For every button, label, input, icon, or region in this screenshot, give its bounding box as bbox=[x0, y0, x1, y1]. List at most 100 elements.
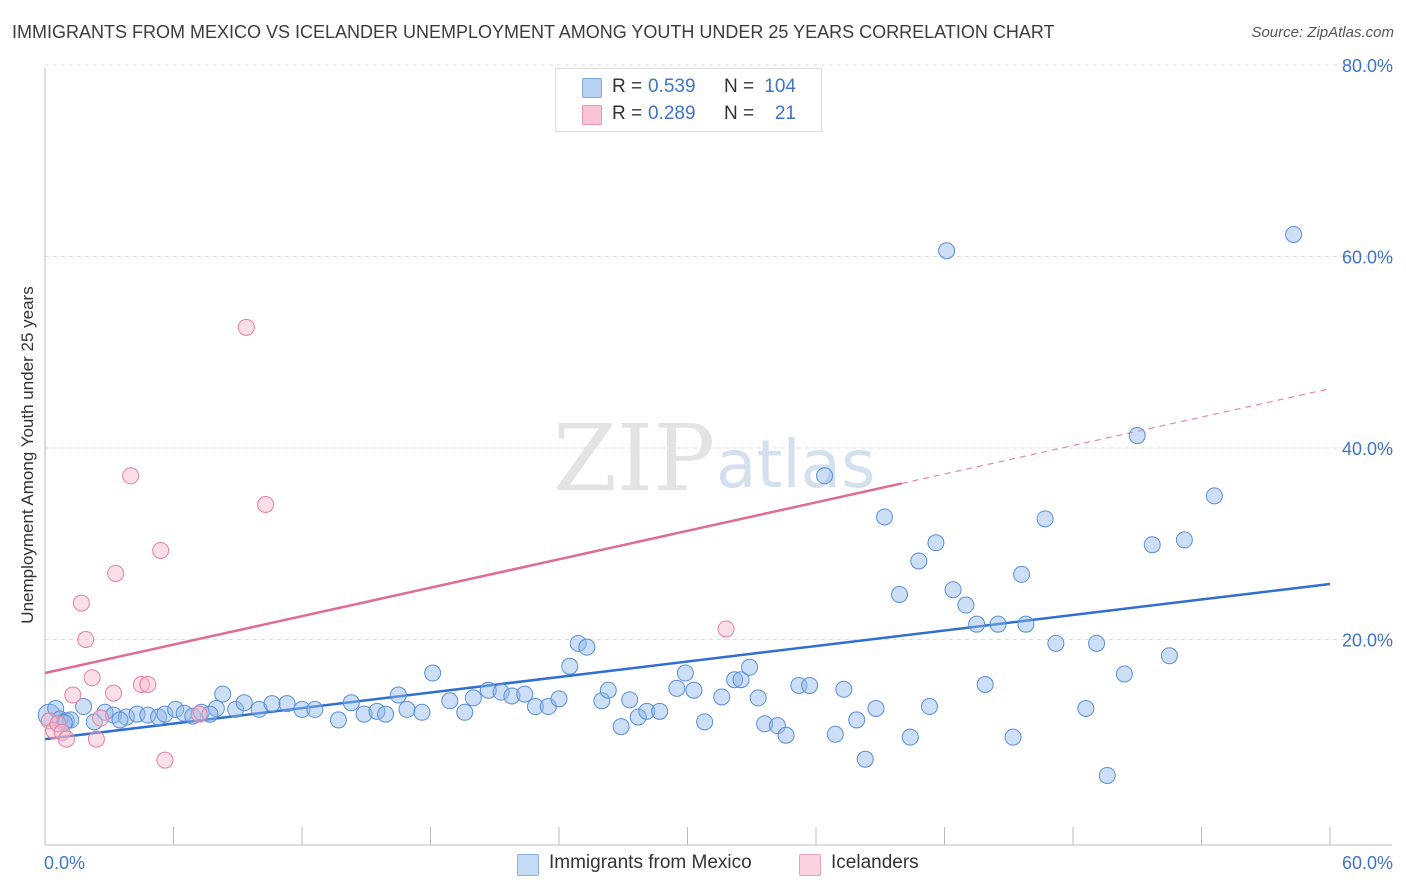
point-mexico bbox=[424, 664, 442, 682]
y-tick-label: 40.0% bbox=[1342, 439, 1393, 459]
point-mexico bbox=[156, 705, 174, 723]
point-mexico bbox=[413, 703, 431, 721]
point-icelanders bbox=[717, 620, 735, 638]
legend-n-value: 21 bbox=[774, 103, 796, 124]
axes bbox=[44, 68, 1392, 846]
point-mexico bbox=[184, 707, 202, 725]
point-mexico bbox=[968, 615, 986, 633]
point-mexico bbox=[938, 242, 956, 260]
point-mexico bbox=[876, 508, 894, 526]
point-mexico bbox=[816, 467, 834, 485]
point-mexico bbox=[651, 702, 669, 720]
point-icelanders bbox=[72, 594, 90, 612]
correlation-legend: R = 0.539 N = 104 R = 0.289 N = 21 bbox=[555, 68, 822, 132]
point-mexico bbox=[835, 680, 853, 698]
trend-line bbox=[44, 582, 1331, 741]
point-mexico bbox=[550, 690, 568, 708]
legend-r-label: R = bbox=[612, 76, 643, 97]
legend-r-value: 0.539 bbox=[648, 76, 696, 97]
point-mexico bbox=[1160, 647, 1178, 665]
point-icelanders bbox=[92, 709, 110, 727]
point-icelanders bbox=[257, 495, 275, 513]
point-icelanders bbox=[122, 467, 140, 485]
point-mexico bbox=[1143, 536, 1161, 554]
trend-lines bbox=[44, 388, 1331, 741]
point-mexico bbox=[612, 718, 630, 736]
watermark: ZIP atlas bbox=[553, 405, 876, 512]
point-mexico bbox=[342, 694, 360, 712]
point-mexico bbox=[1115, 665, 1133, 683]
point-mexico bbox=[111, 711, 129, 729]
point-mexico bbox=[139, 706, 157, 724]
series-swatch-mexico bbox=[517, 854, 539, 876]
point-mexico bbox=[768, 717, 786, 735]
point-mexico bbox=[1077, 699, 1095, 717]
x-tick-label: 0.0% bbox=[44, 853, 85, 873]
point-mexico bbox=[293, 700, 311, 718]
point-mexico bbox=[1098, 766, 1116, 784]
point-mexico bbox=[1205, 487, 1223, 505]
point-mexico bbox=[676, 664, 694, 682]
point-mexico bbox=[1017, 615, 1035, 633]
point-mexico bbox=[1047, 634, 1065, 652]
point-mexico bbox=[944, 581, 962, 599]
source-credit: Source: ZipAtlas.com bbox=[1251, 24, 1394, 41]
point-mexico bbox=[464, 689, 482, 707]
y-tick-label: 80.0% bbox=[1342, 56, 1393, 76]
point-mexico bbox=[1285, 225, 1303, 243]
series-label-mexico: Immigrants from Mexico bbox=[549, 852, 752, 873]
point-mexico bbox=[801, 676, 819, 694]
point-icelanders bbox=[57, 730, 75, 748]
point-mexico bbox=[921, 698, 939, 716]
point-mexico bbox=[749, 689, 767, 707]
point-mexico bbox=[441, 692, 459, 710]
point-mexico bbox=[526, 698, 544, 716]
watermark-atlas: atlas bbox=[716, 426, 876, 503]
point-mexico bbox=[456, 703, 474, 721]
point-mexico bbox=[167, 700, 185, 718]
point-mexico bbox=[569, 634, 587, 652]
point-mexico bbox=[891, 585, 909, 603]
point-mexico bbox=[696, 713, 714, 731]
point-mexico bbox=[848, 711, 866, 729]
point-mexico bbox=[726, 671, 744, 689]
data-points bbox=[37, 225, 1303, 784]
point-mexico bbox=[741, 658, 759, 676]
legend-n-label: N = bbox=[724, 103, 755, 124]
point-mexico bbox=[207, 699, 225, 717]
legend-r-label: R = bbox=[612, 103, 643, 124]
point-mexico bbox=[377, 705, 395, 723]
point-mexico bbox=[1088, 634, 1106, 652]
point-icelanders bbox=[107, 564, 125, 582]
trend-line-extension bbox=[901, 388, 1331, 485]
point-mexico bbox=[777, 726, 795, 744]
point-mexico bbox=[235, 694, 253, 712]
point-mexico bbox=[927, 534, 945, 552]
grid-lines bbox=[45, 64, 1392, 640]
point-mexico bbox=[638, 702, 656, 720]
point-mexico bbox=[227, 700, 245, 718]
point-icelanders bbox=[77, 631, 95, 648]
point-mexico bbox=[355, 705, 373, 723]
point-mexico bbox=[713, 688, 731, 706]
point-icelanders bbox=[156, 751, 174, 769]
point-icelanders bbox=[49, 715, 67, 733]
point-mexico bbox=[756, 715, 774, 733]
point-mexico bbox=[561, 657, 579, 675]
point-mexico bbox=[516, 685, 534, 703]
x-tick-label: 60.0% bbox=[1342, 853, 1393, 873]
point-icelanders bbox=[87, 730, 105, 748]
point-mexico bbox=[957, 596, 975, 614]
point-mexico bbox=[989, 615, 1007, 633]
chart-title: IMMIGRANTS FROM MEXICO VS ICELANDER UNEM… bbox=[12, 22, 1055, 42]
point-mexico bbox=[621, 691, 639, 709]
point-icelanders bbox=[64, 686, 82, 704]
point-mexico bbox=[578, 638, 596, 656]
tick-labels: 80.0% 60.0% 40.0% 20.0% 0.0% 60.0% bbox=[44, 56, 1393, 873]
point-mexico bbox=[278, 695, 296, 713]
point-mexico bbox=[910, 552, 928, 570]
point-icelanders bbox=[83, 669, 101, 687]
y-tick-label: 20.0% bbox=[1342, 631, 1393, 651]
point-mexico bbox=[75, 698, 93, 716]
